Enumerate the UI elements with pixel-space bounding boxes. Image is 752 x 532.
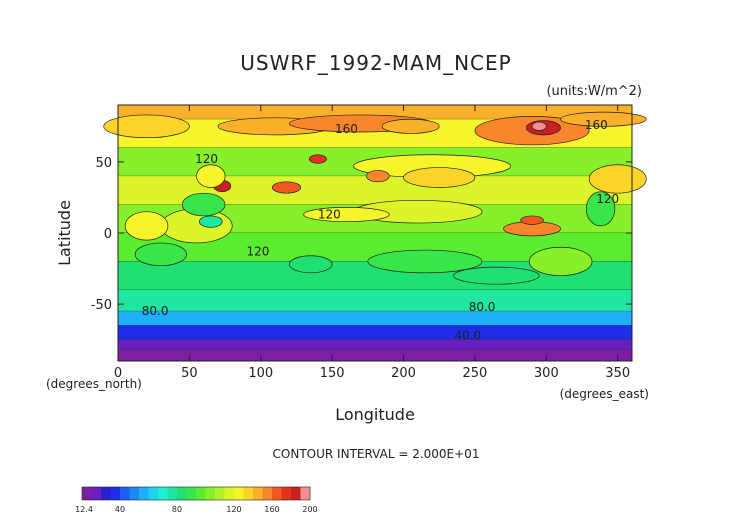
contour-label: 120 — [318, 208, 341, 222]
x-tick-label: 150 — [320, 366, 345, 381]
contour-label: 160 — [585, 118, 608, 132]
field-blob — [588, 164, 647, 194]
colorbar-swatch — [291, 487, 301, 500]
field-blob — [181, 192, 226, 217]
colorbar-swatch — [262, 487, 273, 500]
field-blob — [134, 242, 187, 267]
latitude-band — [118, 325, 632, 340]
contour-label: 160 — [335, 122, 358, 136]
axes: 0 50 100 150 200 250 300 350 50 0 -50 — [91, 105, 632, 381]
colorbar-swatch — [129, 487, 140, 500]
field-blob — [585, 191, 616, 227]
colorbar-swatch — [243, 487, 254, 500]
y-tick-label: 50 — [95, 156, 112, 171]
colorbar-swatch — [101, 487, 111, 500]
y-unit-note: (degrees_north) — [46, 377, 142, 391]
field-blob — [303, 207, 390, 222]
y-tick-label: -50 — [91, 298, 112, 313]
field-blob — [308, 154, 327, 164]
colorbar-label: 80 — [172, 505, 182, 514]
latitude-band — [118, 311, 632, 326]
colorbar-swatch — [234, 487, 244, 500]
contour-label: 80.0 — [142, 304, 169, 318]
field-blob — [560, 111, 647, 127]
contour-label: 120 — [246, 244, 269, 258]
colorbar-swatch — [110, 487, 121, 500]
colorbar-swatch — [158, 487, 168, 500]
contour-label: 120 — [195, 152, 218, 166]
field-blob — [288, 255, 333, 274]
contour-label: 120 — [596, 192, 619, 206]
field-blob — [453, 266, 540, 285]
latitude-band — [118, 105, 632, 120]
colorbar: 12.4 40 80 120 160 200 — [75, 486, 318, 514]
colorbar-swatch — [281, 487, 292, 500]
x-unit-note: (degrees_east) — [560, 387, 649, 401]
x-tick-label: 100 — [248, 366, 273, 381]
contour-interval-note: CONTOUR INTERVAL = 2.000E+01 — [273, 447, 480, 461]
colorbar-swatch — [167, 487, 178, 500]
y-tick-label: 0 — [104, 227, 112, 242]
colorbar-swatch — [139, 487, 149, 500]
colorbar-label: 12.4 — [75, 505, 93, 514]
colorbar-label: 40 — [115, 505, 125, 514]
colorbar-swatch — [148, 487, 159, 500]
x-tick-label: 350 — [605, 366, 630, 381]
colorbar-swatch — [272, 487, 282, 500]
y-axis-label: Latitude — [55, 200, 74, 266]
colorbar-swatch — [215, 487, 225, 500]
x-tick-label: 50 — [181, 366, 198, 381]
plot-area: 160 160 120 120 120 120 80.0 80.0 40.0 — [103, 104, 647, 362]
colorbar-label: 120 — [226, 505, 241, 514]
colorbar-swatch — [300, 487, 311, 500]
latitude-band — [118, 349, 632, 361]
field-blob — [103, 114, 190, 139]
colorbar-label: 200 — [302, 505, 317, 514]
latitude-band — [118, 289, 632, 312]
colorbar-swatch — [82, 487, 92, 500]
colorbar-swatch — [120, 487, 130, 500]
colorbar-swatch — [91, 487, 102, 500]
colorbar-label: 160 — [264, 505, 279, 514]
field-blob — [381, 118, 440, 134]
field-blob — [403, 167, 476, 188]
colorbar-frame — [81, 486, 311, 501]
x-axis-label: Longitude — [335, 405, 415, 424]
x-tick-label: 250 — [463, 366, 488, 381]
field-blob — [271, 181, 302, 194]
colorbar-swatch — [186, 487, 197, 500]
x-tick-label: 0 — [114, 366, 122, 381]
contour-label: 40.0 — [454, 328, 481, 342]
chart-title: USWRF_1992-MAM_NCEP — [240, 51, 511, 75]
colorbar-swatch — [224, 487, 235, 500]
field-blob — [367, 249, 483, 274]
field-blob — [531, 121, 547, 131]
x-tick-label: 300 — [534, 366, 559, 381]
latitude-band — [118, 339, 632, 350]
field-blob — [528, 246, 593, 277]
x-tick-label: 200 — [391, 366, 416, 381]
field-blob — [196, 164, 226, 188]
field-blob — [199, 215, 223, 228]
contour-label: 80.0 — [469, 300, 496, 314]
units-note: (units:W/m^2) — [546, 84, 642, 99]
colorbar-swatch — [205, 487, 216, 500]
field-blob — [520, 215, 544, 225]
colorbar-swatch — [177, 487, 187, 500]
colorbar-swatch — [253, 487, 263, 500]
field-features — [103, 111, 647, 285]
field-blob — [366, 170, 390, 183]
contour-labels: 160 160 120 120 120 120 80.0 80.0 40.0 — [142, 118, 619, 342]
colorbar-swatch — [196, 487, 206, 500]
field-blob — [124, 211, 169, 241]
